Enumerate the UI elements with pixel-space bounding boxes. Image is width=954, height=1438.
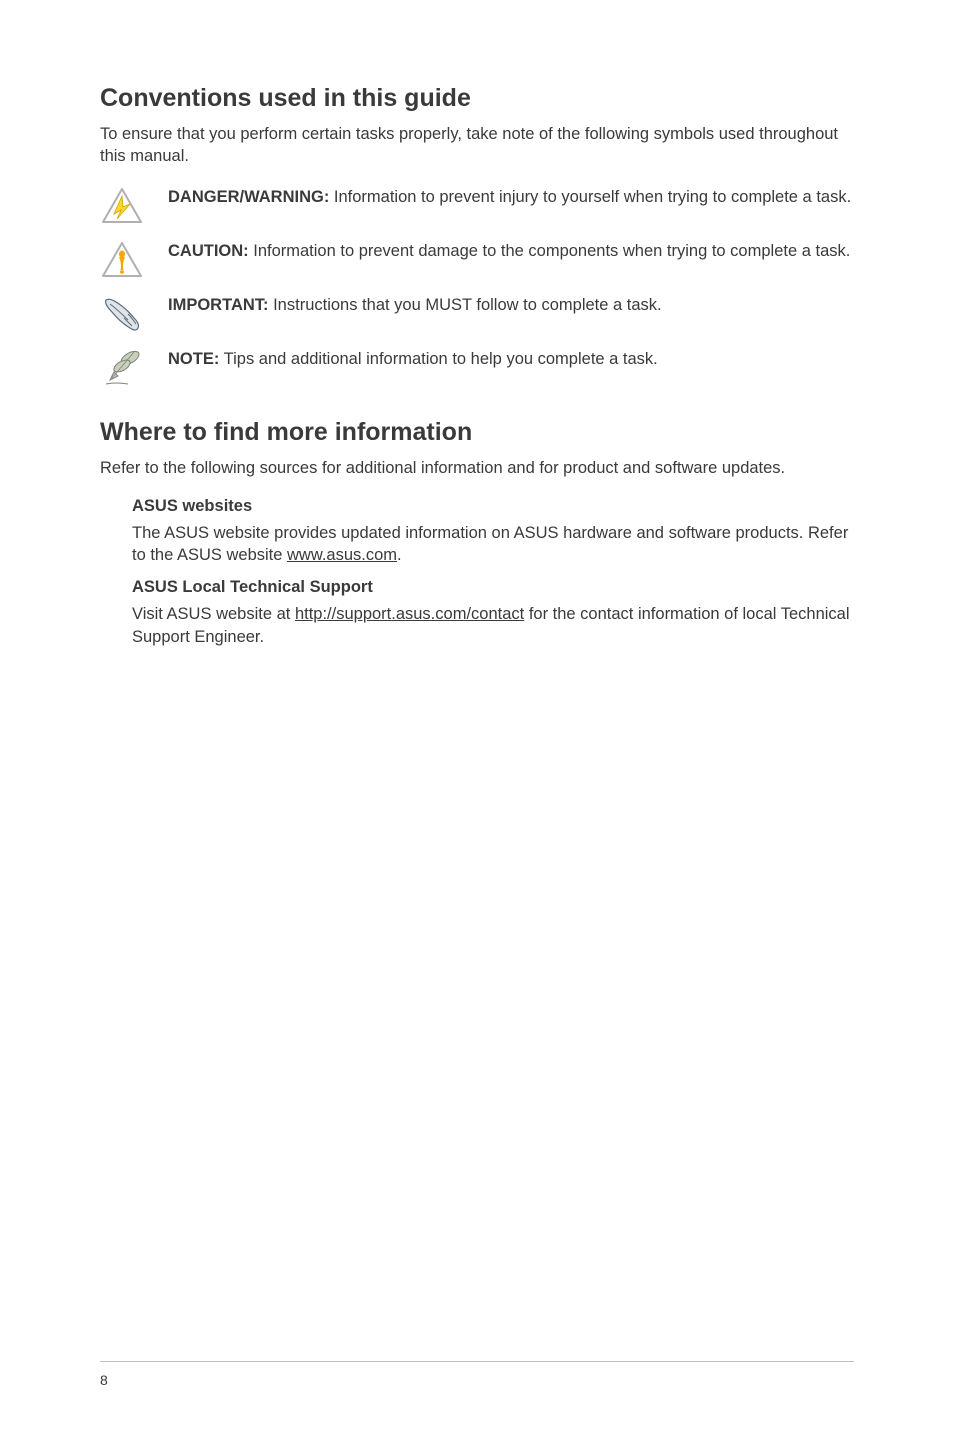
notice-important: IMPORTANT: Instructions that you MUST fo…: [100, 294, 854, 334]
notice-note: NOTE: Tips and additional information to…: [100, 348, 854, 388]
intro-conventions: To ensure that you perform certain tasks…: [100, 123, 854, 168]
document-page: Conventions used in this guide To ensure…: [0, 0, 954, 710]
important-label: IMPORTANT:: [168, 296, 269, 314]
notice-danger: DANGER/WARNING: Information to prevent i…: [100, 186, 854, 226]
tech-support-pre: Visit ASUS website at: [132, 605, 295, 623]
danger-text: DANGER/WARNING: Information to prevent i…: [168, 186, 851, 208]
danger-body: Information to prevent injury to yoursel…: [329, 188, 851, 206]
page-footer: 8: [100, 1361, 854, 1388]
notice-list: DANGER/WARNING: Information to prevent i…: [100, 186, 854, 388]
note-icon: [100, 348, 144, 388]
heading-where: Where to find more information: [100, 418, 854, 447]
intro-where: Refer to the following sources for addit…: [100, 457, 854, 479]
asus-websites-url[interactable]: www.asus.com: [287, 546, 397, 564]
note-text: NOTE: Tips and additional information to…: [168, 348, 658, 370]
danger-warning-icon: [100, 186, 144, 226]
asus-websites-text: The ASUS website provides updated inform…: [132, 522, 854, 567]
important-body: Instructions that you MUST follow to com…: [269, 296, 662, 314]
important-text: IMPORTANT: Instructions that you MUST fo…: [168, 294, 662, 316]
notice-caution: CAUTION: Information to prevent damage t…: [100, 240, 854, 280]
tech-support-text: Visit ASUS website at http://support.asu…: [132, 603, 854, 648]
note-label: NOTE:: [168, 350, 219, 368]
caution-icon: [100, 240, 144, 280]
asus-websites-heading: ASUS websites: [132, 497, 854, 516]
page-number: 8: [100, 1372, 108, 1388]
heading-conventions: Conventions used in this guide: [100, 84, 854, 113]
tech-support-url[interactable]: http://support.asus.com/contact: [295, 605, 524, 623]
danger-label: DANGER/WARNING:: [168, 188, 329, 206]
caution-body: Information to prevent damage to the com…: [249, 242, 851, 260]
important-icon: [100, 294, 144, 334]
note-body: Tips and additional information to help …: [219, 350, 657, 368]
asus-websites-post: .: [397, 546, 402, 564]
caution-label: CAUTION:: [168, 242, 249, 260]
tech-support-heading: ASUS Local Technical Support: [132, 578, 854, 597]
caution-text: CAUTION: Information to prevent damage t…: [168, 240, 850, 262]
asus-websites-pre: The ASUS website provides updated inform…: [132, 524, 848, 564]
